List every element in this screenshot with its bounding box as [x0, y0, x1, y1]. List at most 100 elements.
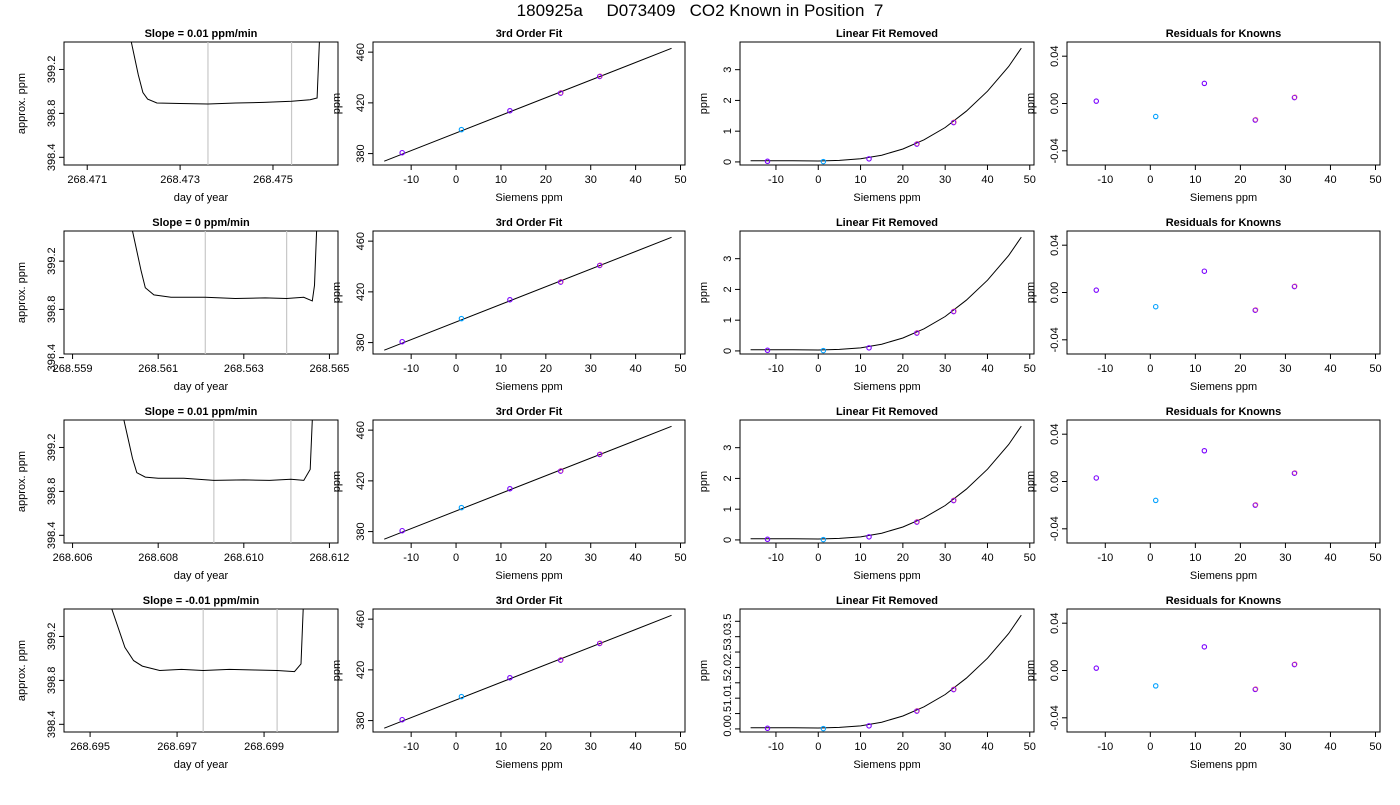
y-tick-label: 1	[722, 128, 734, 134]
y-tick-label: 3	[722, 67, 734, 73]
x-tick-label: 20	[540, 741, 552, 753]
data-point-overlay	[1292, 283, 1298, 289]
x-tick-label: 0	[453, 552, 459, 564]
y-tick-label: 420	[355, 283, 367, 301]
x-tick-label: -10	[1097, 552, 1113, 564]
y-tick-label: 1	[722, 317, 734, 323]
plot-area	[384, 236, 672, 351]
data-point	[1152, 683, 1159, 689]
data-point	[458, 126, 465, 133]
x-tick-label: 20	[540, 174, 552, 186]
data-point-overlay	[558, 278, 564, 285]
data-point	[1093, 665, 1100, 671]
x-tick-label: 268.563	[224, 363, 264, 375]
x-tick-label: 0	[453, 363, 459, 375]
data-point-overlay	[914, 707, 920, 714]
x-tick-label: 20	[897, 174, 909, 186]
y-tick-label: 1.0	[722, 691, 734, 706]
x-tick-label: 30	[939, 174, 951, 186]
y-axis-label: ppm	[698, 660, 710, 681]
data-point-overlay	[1253, 502, 1259, 508]
panel-title: Residuals for Knowns	[1166, 595, 1282, 607]
x-tick-label: 10	[854, 363, 866, 375]
data-point-overlay	[597, 262, 603, 268]
data-point	[1291, 94, 1298, 101]
data-point	[1201, 268, 1208, 274]
data-point-overlay	[1253, 307, 1259, 313]
data-point	[1291, 470, 1298, 476]
x-tick-label: 0	[453, 174, 459, 186]
x-axis-label: day of year	[174, 192, 229, 204]
data-point	[914, 519, 920, 525]
panel-title: Linear Fit Removed	[836, 217, 938, 229]
x-tick-label: 40	[1324, 174, 1336, 186]
panel-title: Linear Fit Removed	[836, 406, 938, 418]
data-point	[1252, 307, 1259, 313]
x-tick-label: -10	[403, 174, 419, 186]
panel-title: 3rd Order Fit	[496, 28, 563, 40]
y-tick-label: 2	[722, 286, 734, 292]
plot-area	[750, 425, 1022, 543]
y-tick-label: 380	[355, 333, 367, 351]
panel-r1c3: Linear Fit Removed -10 0 10 20 30 40 50 0 1 2 3 Siem…	[698, 28, 1036, 204]
x-tick-label: 20	[897, 741, 909, 753]
series-line	[132, 231, 318, 302]
x-tick-label: 0	[1147, 552, 1153, 564]
plot-area	[750, 47, 1022, 165]
x-tick-label: -10	[403, 552, 419, 564]
y-tick-label: 399.2	[46, 247, 58, 275]
data-point	[458, 315, 465, 322]
x-tick-label: 20	[1234, 174, 1246, 186]
plot-area	[750, 614, 1022, 732]
data-point-overlay	[1292, 470, 1298, 476]
y-tick-label: 2	[722, 475, 734, 481]
fit-line	[384, 47, 672, 162]
x-tick-label: 40	[629, 552, 641, 564]
x-axis-label: Siemens ppm	[495, 570, 562, 582]
panel-r2c1: Slope = 0 ppm/min 268.559 268.561 268.563 26…	[16, 217, 349, 393]
x-tick-label: 30	[1279, 552, 1291, 564]
x-tick-label: 268.475	[253, 174, 293, 186]
y-tick-label: 0	[722, 537, 734, 543]
x-tick-label: 40	[629, 363, 641, 375]
data-point	[1291, 661, 1298, 668]
series-line	[130, 42, 320, 105]
x-axis-label: day of year	[174, 570, 229, 582]
x-tick-label: 268.695	[70, 741, 110, 753]
fit-curve	[750, 425, 1022, 540]
panel-r2c3: Linear Fit Removed -10 0 10 20 30 40 50 0 1 2 3 Siem…	[698, 217, 1036, 393]
x-tick-label: -10	[403, 363, 419, 375]
y-tick-label: 398.4	[46, 522, 58, 550]
y-tick-label: 380	[355, 522, 367, 540]
data-point-overlay	[558, 467, 564, 474]
panel-r4c4: Residuals for Knowns -10 0 10 20 30 40 50 -0.04 0…	[1025, 595, 1382, 771]
plot-frame	[1066, 419, 1381, 544]
data-point-overlay	[914, 329, 920, 336]
data-point	[1201, 80, 1208, 87]
panel-title: Residuals for Knowns	[1166, 217, 1282, 229]
fit-line	[384, 425, 672, 540]
data-point-overlay	[558, 656, 564, 663]
y-tick-label: 460	[355, 421, 367, 439]
fit-line	[384, 614, 672, 729]
y-tick-label: 398.8	[46, 296, 58, 324]
x-tick-label: 20	[540, 363, 552, 375]
y-axis-label: ppm	[698, 93, 710, 114]
x-tick-label: -10	[1097, 741, 1113, 753]
x-tick-label: 30	[939, 363, 951, 375]
x-tick-label: 30	[585, 174, 597, 186]
data-point	[866, 534, 872, 540]
x-tick-label: 20	[1234, 741, 1246, 753]
x-axis-label: Siemens ppm	[1190, 192, 1257, 204]
x-tick-label: 50	[1369, 552, 1381, 564]
y-tick-label: 398.4	[46, 144, 58, 172]
data-point	[557, 468, 564, 474]
x-tick-label: 40	[1324, 363, 1336, 375]
x-axis-label: Siemens ppm	[853, 759, 920, 771]
y-axis-label: approx. ppm	[16, 451, 28, 512]
x-tick-label: 268.561	[138, 363, 178, 375]
y-tick-label: 2.0	[722, 660, 734, 675]
x-tick-label: 0	[815, 741, 821, 753]
data-point	[866, 723, 872, 729]
data-point-overlay	[1253, 116, 1259, 123]
